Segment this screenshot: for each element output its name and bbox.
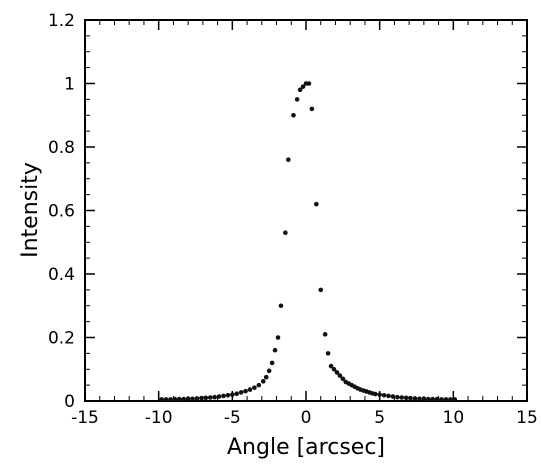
data-point	[448, 397, 453, 402]
data-point	[212, 394, 217, 400]
data-point	[278, 303, 284, 309]
y-tick-label: 0.6	[48, 202, 75, 222]
data-point	[386, 393, 391, 399]
data-point	[247, 387, 253, 392]
data-point	[263, 374, 269, 380]
data-point	[381, 392, 387, 398]
data-point	[159, 397, 164, 402]
data-point	[314, 201, 319, 207]
x-tick-label: 10	[443, 408, 465, 428]
data-point	[399, 395, 405, 400]
data-point	[318, 287, 324, 293]
data-point	[425, 396, 431, 402]
data-point	[331, 366, 337, 372]
data-point	[322, 332, 328, 337]
y-tick-label: 1	[64, 75, 75, 95]
data-point	[216, 394, 222, 399]
data-point	[230, 392, 235, 397]
data-point	[286, 157, 291, 162]
plot-frame	[84, 19, 528, 402]
data-point	[417, 396, 422, 402]
data-point	[421, 396, 427, 402]
x-tick-label: -15	[71, 408, 99, 428]
data-point	[266, 368, 272, 374]
data-point	[243, 388, 248, 394]
data-point	[325, 351, 331, 356]
data-point	[334, 370, 340, 375]
data-point	[452, 397, 458, 402]
data-point	[430, 396, 436, 402]
data-point	[272, 347, 278, 353]
data-point	[181, 396, 187, 402]
data-point	[234, 391, 240, 396]
data-point	[199, 395, 204, 401]
x-axis-title: Angle [arcsec]	[227, 435, 385, 460]
data-point	[337, 373, 343, 378]
y-tick-marks	[85, 19, 527, 402]
data-point	[168, 397, 173, 402]
data-point	[434, 396, 440, 402]
data-point	[256, 382, 262, 388]
data-point	[190, 396, 195, 402]
data-point	[269, 360, 275, 366]
data-point	[283, 230, 288, 236]
data-point	[172, 396, 178, 402]
data-point	[377, 392, 382, 397]
data-point	[203, 395, 209, 401]
y-axis-title: Intensity	[18, 162, 43, 258]
data-point	[340, 376, 346, 382]
y-tick-labels: 0 0.2 0.4 0.6 0.8 1 1.2	[48, 11, 75, 412]
data-point	[309, 106, 315, 112]
x-tick-labels: -15 -10 -5 0 5 10 15	[71, 408, 538, 428]
y-tick-label: 0.2	[48, 329, 75, 349]
data-point	[395, 394, 400, 400]
data-point	[176, 396, 182, 402]
data-point	[207, 395, 213, 400]
x-tick-label: 0	[301, 408, 312, 428]
data-point	[275, 335, 281, 340]
x-tick-marks	[84, 20, 528, 401]
x-tick-label: -5	[224, 408, 241, 428]
y-tick-label: 0.4	[48, 265, 75, 285]
x-tick-label: -10	[145, 408, 173, 428]
data-point	[194, 396, 200, 401]
y-tick-label: 0	[64, 392, 75, 412]
x-tick-label: 15	[516, 408, 538, 428]
data-point	[443, 397, 449, 402]
data-point	[225, 392, 231, 398]
data-point	[185, 396, 191, 402]
x-tick-label: 5	[374, 408, 385, 428]
data-point	[408, 395, 413, 401]
data-point	[221, 393, 226, 399]
data-point	[328, 363, 334, 369]
data-point	[252, 385, 257, 390]
data-point	[291, 112, 296, 118]
data-point	[372, 391, 378, 397]
data-point	[300, 84, 306, 89]
y-tick-label: 1.2	[48, 11, 75, 31]
data-point	[306, 81, 312, 86]
data-point	[238, 390, 244, 395]
data-points	[159, 81, 458, 402]
data-point	[260, 379, 266, 384]
data-point	[163, 397, 169, 402]
data-point	[403, 395, 409, 401]
data-point	[390, 394, 396, 399]
data-point	[412, 396, 418, 401]
y-tick-label: 0.8	[48, 138, 75, 158]
data-point	[439, 397, 444, 402]
data-point	[294, 97, 300, 102]
data-point	[297, 87, 303, 93]
